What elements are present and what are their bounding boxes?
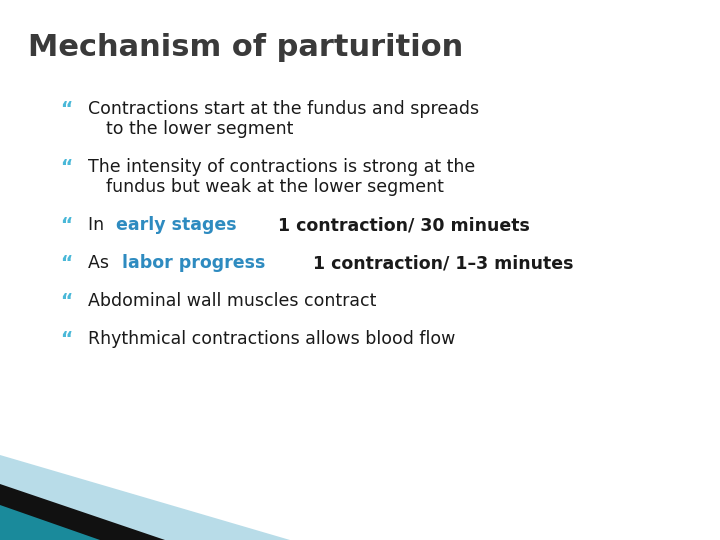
Polygon shape	[0, 455, 290, 540]
Text: In: In	[88, 216, 109, 234]
Text: 1 contraction/ 1–3 minutes: 1 contraction/ 1–3 minutes	[307, 254, 574, 272]
Text: As: As	[88, 254, 114, 272]
Text: fundus but weak at the lower segment: fundus but weak at the lower segment	[106, 178, 444, 196]
Text: Abdominal wall muscles contract: Abdominal wall muscles contract	[88, 292, 377, 310]
Text: labor progress: labor progress	[122, 254, 266, 272]
Text: “: “	[60, 254, 72, 273]
Text: Mechanism of parturition: Mechanism of parturition	[28, 33, 463, 63]
Text: early stages: early stages	[116, 216, 237, 234]
Text: “: “	[60, 216, 72, 235]
Text: 1 contraction/ 30 minuets: 1 contraction/ 30 minuets	[271, 216, 529, 234]
Polygon shape	[0, 484, 165, 540]
Text: “: “	[60, 330, 72, 349]
Text: “: “	[60, 292, 72, 311]
Text: “: “	[60, 100, 72, 119]
Text: to the lower segment: to the lower segment	[106, 120, 293, 138]
Text: “: “	[60, 158, 72, 177]
Polygon shape	[0, 505, 100, 540]
Text: Rhythmical contractions allows blood flow: Rhythmical contractions allows blood flo…	[88, 330, 455, 348]
Text: The intensity of contractions is strong at the: The intensity of contractions is strong …	[88, 158, 475, 176]
Text: Contractions start at the fundus and spreads: Contractions start at the fundus and spr…	[88, 100, 479, 118]
